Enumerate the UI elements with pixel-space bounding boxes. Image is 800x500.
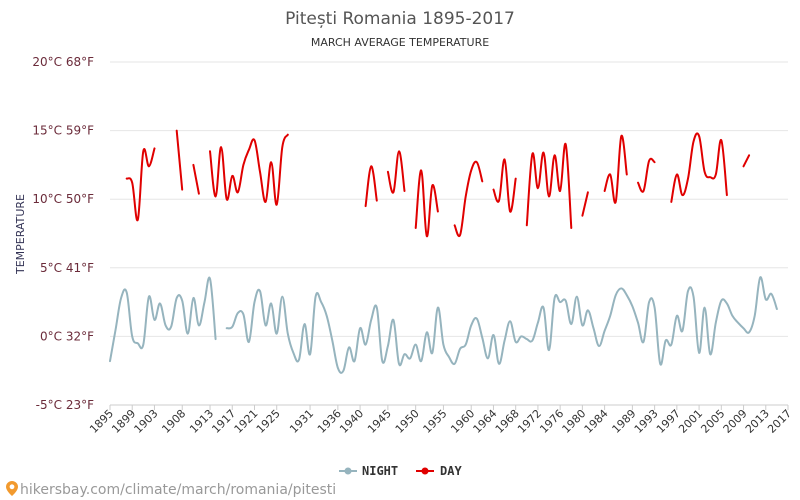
- x-tick-label: 1950: [393, 407, 422, 436]
- y-tick-label: 5°C 41°F: [40, 261, 94, 275]
- series-line-day: [603, 135, 628, 204]
- x-tick-label: 1903: [132, 407, 161, 436]
- series-line-night: [109, 276, 217, 363]
- series-line-day: [742, 154, 751, 168]
- series-line-day: [670, 132, 728, 203]
- x-tick-label: 1921: [232, 407, 261, 436]
- x-tick-label: 2013: [743, 407, 772, 436]
- x-tick-label: 2009: [721, 407, 750, 436]
- x-tick-label: 1955: [421, 407, 450, 436]
- series-line-day: [175, 129, 184, 191]
- location-pin-icon: [6, 481, 18, 496]
- series-line-day: [637, 157, 656, 193]
- x-tick-label: 2017: [765, 407, 794, 436]
- series-line-day: [364, 165, 378, 208]
- x-tick-label: 1993: [632, 407, 661, 436]
- series-layer: [109, 129, 778, 374]
- series-line-night: [225, 276, 778, 374]
- x-tick-label: 1931: [287, 407, 316, 436]
- series-line-day: [525, 143, 573, 229]
- source-link[interactable]: hikersbay.com/climate/march/romania/pite…: [20, 482, 336, 498]
- y-tick-label: 10°C 50°F: [32, 192, 94, 206]
- series-night: [109, 276, 778, 374]
- chart-subtitle: MARCH AVERAGE TEMPERATURE: [311, 36, 489, 49]
- legend-day-label: DAY: [440, 464, 462, 478]
- series-line-day: [192, 163, 200, 195]
- x-tick-label: 1976: [537, 407, 566, 436]
- series-line-day: [492, 158, 517, 213]
- x-tick-label: 1972: [515, 407, 544, 436]
- x-tick-label: 1940: [337, 407, 366, 436]
- x-tick-label: 1960: [448, 407, 477, 436]
- grid-lines: [110, 61, 788, 337]
- legend: NIGHT DAY: [339, 464, 462, 478]
- x-tick-label: 1980: [560, 407, 589, 436]
- series-line-day: [386, 150, 406, 194]
- source-footer[interactable]: hikersbay.com/climate/march/romania/pite…: [6, 481, 336, 498]
- legend-item-day[interactable]: DAY: [416, 464, 462, 478]
- x-tick-label: 1899: [109, 407, 138, 436]
- y-axis-ticks: 20°C 68°F 15°C 59°F 10°C 50°F 5°C 41°F 0°C 3…: [32, 55, 94, 412]
- y-tick-label: 0°C 32°F: [40, 329, 94, 343]
- x-tick-label: 1925: [254, 407, 283, 436]
- series-day: [125, 129, 751, 238]
- y-tick-label: 15°C 59°F: [32, 124, 94, 138]
- series-line-day: [453, 160, 484, 238]
- legend-item-night[interactable]: NIGHT: [339, 464, 398, 478]
- x-tick-label: 1913: [187, 407, 216, 436]
- y-axis-label: TEMPERATURE: [14, 194, 27, 275]
- x-tick-label: 2001: [676, 407, 705, 436]
- series-line-day: [581, 191, 589, 217]
- series-line-day: [209, 133, 289, 206]
- x-tick-label: 1964: [471, 407, 500, 436]
- x-tick-label: 1968: [493, 407, 522, 436]
- x-tick-label: 1997: [654, 407, 683, 436]
- chart-title: Pitești Romania 1895-2017: [285, 9, 515, 29]
- x-tick-label: 1917: [209, 407, 238, 436]
- series-line-day: [125, 147, 156, 222]
- y-tick-label: -5°C 23°F: [36, 398, 94, 412]
- x-tick-label: 2005: [698, 407, 727, 436]
- x-tick-label: 1989: [610, 407, 639, 436]
- x-tick-label: 1908: [159, 407, 188, 436]
- legend-night-marker: [344, 467, 352, 475]
- y-tick-label: 20°C 68°F: [32, 55, 94, 69]
- legend-night-label: NIGHT: [362, 464, 398, 478]
- legend-day-marker: [421, 467, 429, 475]
- x-tick-label: 1936: [315, 407, 344, 436]
- x-tick-label: 1945: [365, 407, 394, 436]
- series-line-day: [414, 169, 439, 238]
- x-tick-label: 1984: [582, 407, 611, 436]
